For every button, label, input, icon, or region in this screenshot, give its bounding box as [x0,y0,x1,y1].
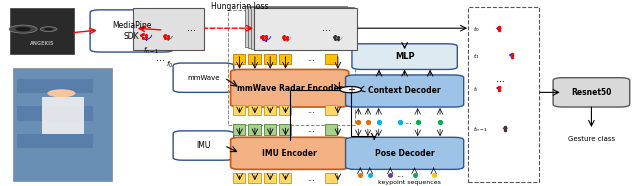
FancyBboxPatch shape [17,134,93,148]
Text: Pose Decoder: Pose Decoder [375,149,435,158]
FancyBboxPatch shape [279,54,291,64]
Text: ANGEKIS: ANGEKIS [30,41,54,46]
FancyBboxPatch shape [233,124,245,135]
FancyBboxPatch shape [352,44,458,69]
FancyBboxPatch shape [248,105,260,116]
FancyBboxPatch shape [133,8,204,50]
FancyBboxPatch shape [248,173,260,183]
Text: MediaPipe
SDK: MediaPipe SDK [112,21,151,41]
FancyBboxPatch shape [233,173,245,183]
Text: ...: ... [396,170,404,179]
FancyBboxPatch shape [248,7,351,48]
Text: $f_0$: $f_0$ [166,60,173,70]
FancyBboxPatch shape [279,105,291,116]
Text: ...: ... [307,125,315,134]
Text: Hungarian loss: Hungarian loss [211,2,269,11]
FancyBboxPatch shape [346,75,464,107]
Text: MLP: MLP [395,52,415,61]
FancyBboxPatch shape [42,97,84,134]
Text: ...: ... [307,106,315,115]
Text: +: + [347,85,355,95]
FancyBboxPatch shape [254,8,357,50]
Text: ...: ... [495,74,504,84]
FancyBboxPatch shape [10,8,74,54]
Text: mmWave: mmWave [188,75,220,81]
FancyBboxPatch shape [90,10,173,52]
Text: IMU: IMU [196,141,211,150]
FancyBboxPatch shape [230,69,349,107]
FancyBboxPatch shape [173,63,234,92]
FancyBboxPatch shape [264,105,276,116]
FancyBboxPatch shape [17,106,93,121]
FancyBboxPatch shape [244,6,348,47]
Text: mmWave Radar Encoder: mmWave Radar Encoder [237,84,342,93]
FancyBboxPatch shape [325,105,337,116]
Text: ...: ... [156,52,165,62]
Text: ...: ... [186,23,195,33]
Circle shape [340,86,362,93]
FancyBboxPatch shape [325,54,337,64]
Text: $t_0$: $t_0$ [473,26,480,34]
FancyBboxPatch shape [325,173,337,183]
Text: IMU Encoder: IMU Encoder [262,149,317,158]
FancyBboxPatch shape [325,124,337,135]
Circle shape [44,28,53,31]
FancyBboxPatch shape [279,173,291,183]
FancyBboxPatch shape [346,137,464,169]
Circle shape [40,27,57,31]
Text: keypoint sequences: keypoint sequences [378,180,441,185]
Circle shape [47,89,76,97]
Text: ...: ... [404,117,412,126]
FancyBboxPatch shape [230,137,349,169]
FancyBboxPatch shape [264,173,276,183]
Text: $t_i$: $t_i$ [473,85,479,94]
FancyBboxPatch shape [264,54,276,64]
FancyBboxPatch shape [248,54,260,64]
FancyBboxPatch shape [251,7,354,49]
Text: $t_1$: $t_1$ [473,52,480,61]
Text: Context Decoder: Context Decoder [368,86,441,95]
FancyBboxPatch shape [13,68,113,181]
Text: ...: ... [307,174,315,183]
Circle shape [9,25,37,33]
FancyBboxPatch shape [173,131,234,160]
FancyBboxPatch shape [248,124,260,135]
Text: $f_{n-1}$: $f_{n-1}$ [143,46,159,56]
FancyBboxPatch shape [17,79,93,93]
FancyBboxPatch shape [233,54,245,64]
Text: $t_{n-1}$: $t_{n-1}$ [473,126,488,134]
Text: Resnet50: Resnet50 [572,88,612,97]
Text: Gesture class: Gesture class [568,136,615,142]
FancyBboxPatch shape [264,124,276,135]
FancyBboxPatch shape [279,124,291,135]
FancyBboxPatch shape [553,78,630,107]
Text: ...: ... [322,23,331,33]
FancyBboxPatch shape [233,105,245,116]
Circle shape [15,27,31,31]
Text: ...: ... [307,54,315,63]
